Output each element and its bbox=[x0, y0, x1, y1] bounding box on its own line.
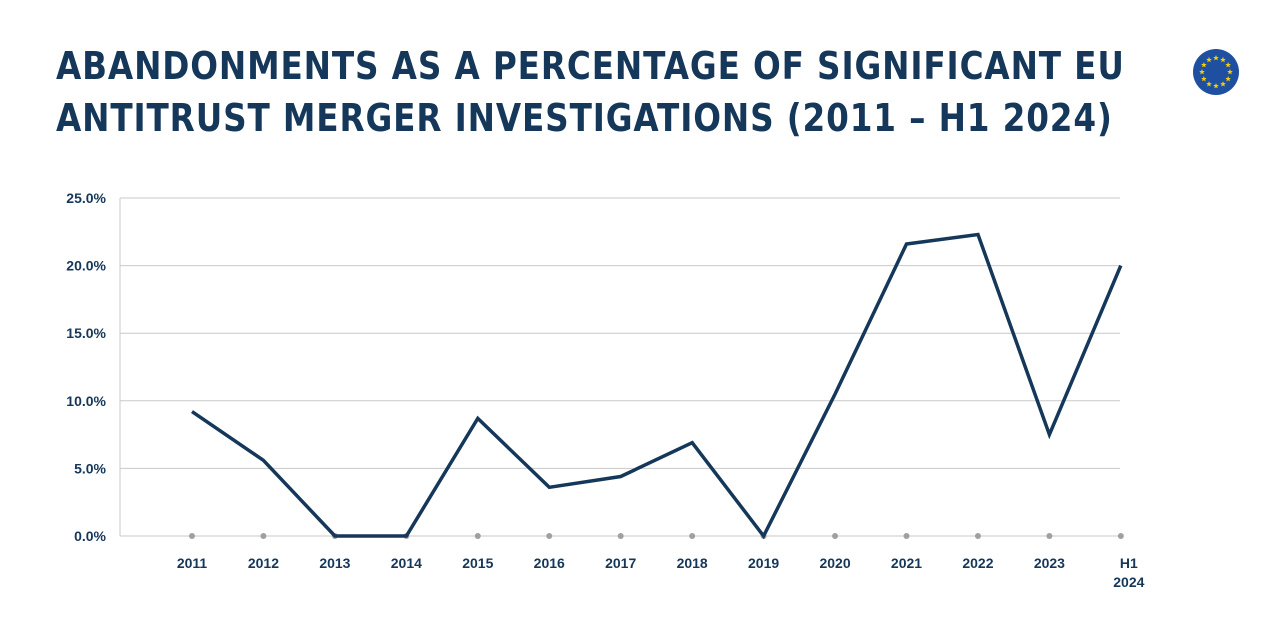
x-tick-marker bbox=[546, 533, 553, 539]
x-tick-label: 2018 bbox=[677, 555, 708, 571]
x-tick-label: 2019 bbox=[748, 555, 779, 571]
x-tick-marker bbox=[903, 533, 910, 539]
eu-star-icon bbox=[1225, 62, 1231, 68]
x-tick-label: 2011 bbox=[177, 555, 208, 571]
eu-star-icon bbox=[1213, 55, 1219, 61]
y-tick-label: 0.0% bbox=[74, 528, 106, 544]
series-line-path bbox=[191, 232, 1123, 540]
eu-star-icon bbox=[1206, 56, 1212, 63]
x-tick-marker bbox=[1046, 533, 1053, 539]
x-tick-marker bbox=[1117, 533, 1124, 539]
y-tick-label: 10.0% bbox=[66, 393, 106, 409]
x-tick-label: H1 2024 bbox=[1113, 555, 1144, 590]
x-tick-label: 2013 bbox=[319, 555, 350, 571]
chart-title-line-2: ANTITRUST MERGER INVESTIGATIONS (2011 – … bbox=[56, 96, 1113, 140]
eu-star-icon bbox=[1225, 76, 1231, 82]
x-axis-ticks: 2011 2012 2013 2014 2015 2016 2017 2018 2019 2020… bbox=[177, 555, 1145, 590]
y-tick-label: 20.0% bbox=[66, 258, 106, 274]
eu-star-icon bbox=[1199, 69, 1205, 75]
x-tick-marker bbox=[689, 533, 696, 539]
x-tick-label: 2017 bbox=[605, 555, 636, 571]
x-tick-marker bbox=[260, 533, 267, 539]
y-axis-ticks: 0.0% 5.0% 10.0% 15.0% 20.0% 25.0% bbox=[66, 190, 106, 544]
eu-star-icon bbox=[1227, 69, 1233, 75]
x-tick-marker bbox=[832, 533, 839, 539]
eu-star-icon bbox=[1213, 83, 1219, 89]
x-tick-label: 2016 bbox=[534, 555, 565, 571]
x-tick-marker bbox=[474, 533, 481, 539]
chart-title-line-1: ABANDONMENTS AS A PERCENTAGE OF SIGNIFIC… bbox=[56, 44, 1125, 88]
x-tick-marker bbox=[974, 533, 981, 539]
x-tick-marker bbox=[189, 533, 195, 539]
y-tick-label: 5.0% bbox=[74, 460, 106, 476]
y-tick-label: 25.0% bbox=[66, 190, 106, 206]
x-tick-label: 2020 bbox=[819, 555, 850, 571]
eu-star-icon bbox=[1220, 81, 1226, 87]
x-tick-label: 2022 bbox=[962, 555, 993, 571]
gridlines bbox=[119, 197, 1120, 537]
eu-star-icon bbox=[1220, 56, 1226, 63]
eu-flag-icon bbox=[1193, 49, 1239, 95]
eu-star-icon bbox=[1206, 81, 1212, 87]
x-tick-label: 2012 bbox=[248, 555, 279, 571]
x-tick-marker bbox=[617, 533, 624, 539]
y-tick-label: 15.0% bbox=[66, 325, 106, 341]
chart-title: ABANDONMENTS AS A PERCENTAGE OF SIGNIFIC… bbox=[56, 40, 1125, 144]
x-tick-label: 2023 bbox=[1034, 555, 1065, 571]
x-tick-label: 2015 bbox=[462, 555, 493, 571]
x-tick-label: 2014 bbox=[391, 555, 422, 571]
series-line bbox=[191, 232, 1123, 540]
eu-star-icon bbox=[1201, 76, 1207, 82]
x-tick-label: 2021 bbox=[891, 555, 922, 571]
eu-star-icon bbox=[1201, 62, 1207, 68]
